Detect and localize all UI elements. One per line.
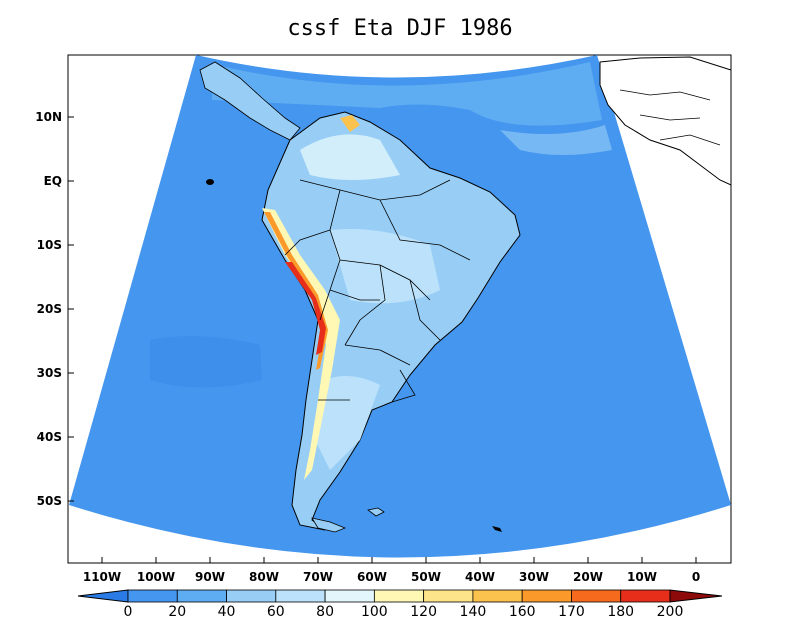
colorbar-label: 120: [410, 604, 437, 618]
lat-label: EQ: [44, 174, 62, 188]
colorbar-max-arrow: [669, 589, 723, 603]
lat-label: 10S: [37, 238, 62, 252]
colorbar-label: 60: [267, 604, 285, 618]
central-america: [199, 61, 301, 141]
land-lighter-interior: [330, 229, 440, 304]
colorbar-label: 80: [316, 604, 334, 618]
colorbar-label: 0: [124, 604, 133, 618]
colorbar-segment: [176, 589, 227, 603]
africa-coast: [599, 56, 732, 186]
colorbar-segment: [226, 589, 277, 603]
map-title: cssf Eta DJF 1986: [287, 16, 513, 41]
lon-label: 70W: [303, 570, 333, 584]
falkland-islands: [367, 507, 385, 517]
lon-label: 50W: [411, 570, 441, 584]
andes-high: [285, 262, 326, 355]
lon-label: 30W: [519, 570, 549, 584]
south-georgia: [492, 526, 502, 532]
andes-low: [262, 208, 340, 480]
lon-label: 100W: [137, 570, 175, 584]
ocean-light-band-atlantic: [500, 125, 612, 155]
colorbar-segment: [620, 589, 671, 603]
colorbar-min-arrow: [77, 589, 129, 603]
colorbar-segment: [373, 589, 425, 603]
colorbar-label: 20: [168, 604, 186, 618]
colorbar-label: 100: [361, 604, 388, 618]
andes-mid: [264, 212, 328, 370]
tierra-del-fuego: [311, 517, 347, 533]
lat-label: 40S: [37, 430, 62, 444]
latitude-axis: 10N EQ 10S 20S 30S 40S 50S: [35, 110, 74, 508]
colorbar-label: 180: [607, 604, 634, 618]
lat-label: 30S: [37, 366, 62, 380]
colorbar: 0 20 40 60 80 100 120 140 160 170 180 200: [77, 589, 723, 618]
colorbar-segment: [521, 589, 572, 603]
lon-label: 0: [692, 570, 700, 584]
colorbar-segment: [127, 589, 178, 603]
colorbar-segment: [423, 589, 474, 603]
guiana-highlands-high: [340, 115, 360, 132]
land-lighter-south: [315, 376, 380, 470]
lon-label: 90W: [195, 570, 225, 584]
lat-label: 10N: [35, 110, 62, 124]
colorbar-segment: [324, 589, 375, 603]
colorbar-label: 200: [657, 604, 684, 618]
colorbar-segment: [275, 589, 326, 603]
ocean-darker-patch-pacific: [150, 336, 262, 388]
lat-label: 50S: [37, 494, 62, 508]
lon-label: 20W: [573, 570, 603, 584]
land-lighter-north: [300, 134, 400, 180]
lon-label: 60W: [357, 570, 387, 584]
ocean-light-band-north: [212, 62, 602, 126]
lat-label: 20S: [37, 302, 62, 316]
africa-borders: [619, 89, 721, 146]
lon-label: 40W: [465, 570, 495, 584]
lon-label: 10W: [627, 570, 657, 584]
country-borders: [284, 179, 471, 403]
lon-label: 110W: [83, 570, 121, 584]
colorbar-segment: [571, 589, 622, 603]
longitude-axis: 110W 100W 90W 80W 70W 60W 50W 40W 30W 20W 10W 0: [83, 557, 700, 584]
colorbar-label: 160: [509, 604, 536, 618]
galapagos-islands: [206, 179, 214, 185]
colorbar-label: 40: [218, 604, 236, 618]
colorbar-segment: [472, 589, 523, 603]
colorbar-label: 140: [460, 604, 487, 618]
lon-label: 80W: [249, 570, 279, 584]
colorbar-label: 170: [558, 604, 585, 618]
